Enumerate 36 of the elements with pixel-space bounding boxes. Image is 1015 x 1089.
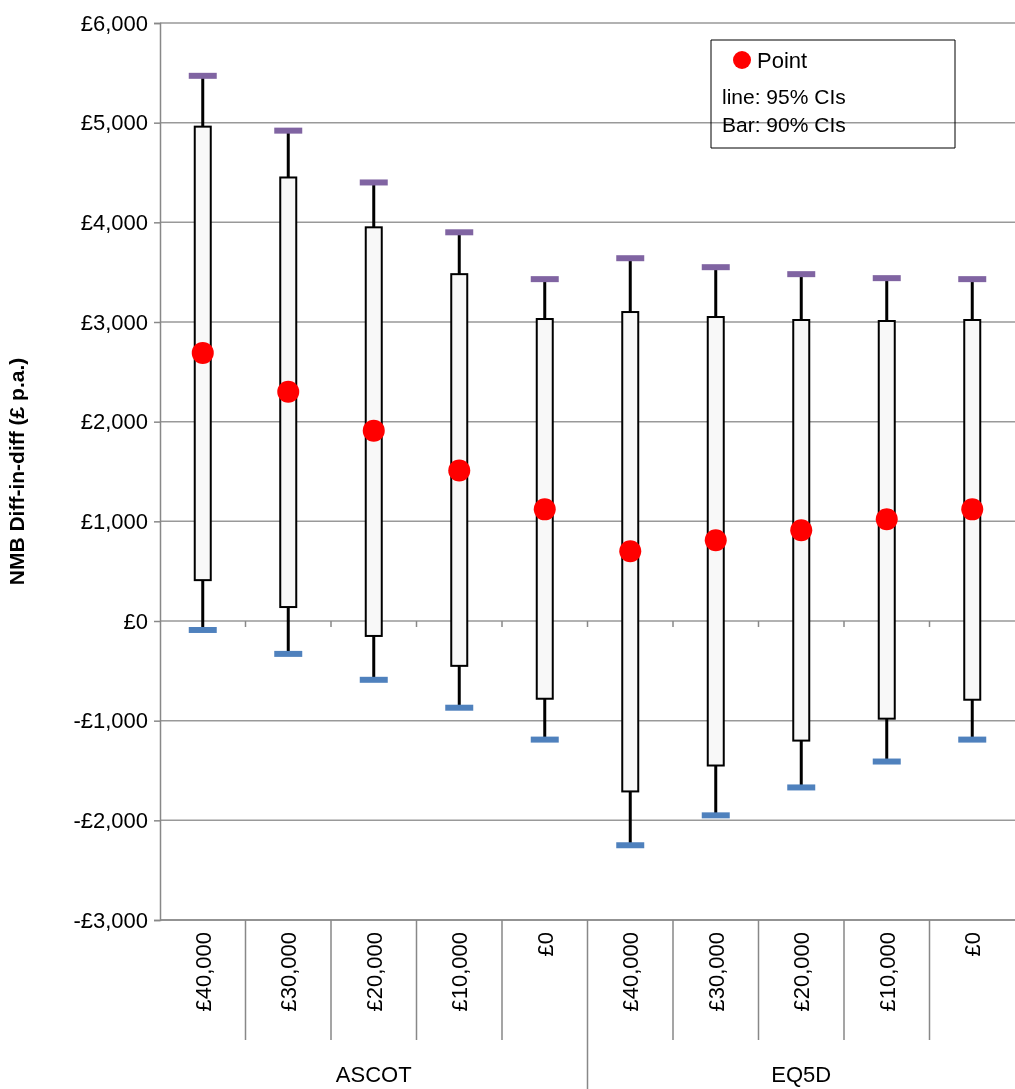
- y-tick-label: -£2,000: [73, 807, 148, 833]
- point: [875, 508, 898, 531]
- annotation: Bar: 90% CIs: [722, 113, 846, 136]
- y-tick-label: £4,000: [80, 209, 148, 235]
- x-tick-label: £0: [532, 932, 558, 957]
- text: EQ5D: [771, 1062, 832, 1087]
- y-tick-label: £1,000: [80, 508, 148, 534]
- point: [191, 341, 214, 364]
- point: [277, 380, 300, 403]
- y-tick-label: -£3,000: [73, 907, 148, 933]
- y-tick-label: £2,000: [80, 409, 148, 435]
- point: [790, 519, 813, 542]
- y-tick-label: -£1,000: [73, 708, 148, 734]
- x-tick-label: £30,000: [276, 932, 302, 1012]
- x-tick-label: £20,000: [789, 932, 815, 1012]
- point: [961, 498, 984, 521]
- text: ASCOT: [335, 1062, 412, 1087]
- y-tick-label: £0: [123, 608, 148, 634]
- x-tick-label: £0: [960, 932, 986, 957]
- x-tick-label: £40,000: [190, 932, 216, 1012]
- x-tick-label: £20,000: [361, 932, 387, 1012]
- point: [704, 529, 727, 552]
- point: [448, 459, 471, 482]
- x-tick-label: £30,000: [703, 932, 729, 1012]
- y-tick-label: £3,000: [80, 309, 148, 335]
- x-tick-label: £40,000: [618, 932, 644, 1012]
- point: [619, 540, 642, 563]
- y-tick-label: £6,000: [80, 10, 148, 36]
- x-tick-label: £10,000: [874, 932, 900, 1012]
- annotation: line: 95% CIs: [722, 85, 846, 108]
- x-tick-label: £10,000: [447, 932, 473, 1012]
- y-tick-label: £5,000: [80, 110, 148, 136]
- point: [362, 419, 385, 442]
- legend-label: Point: [757, 48, 808, 73]
- point: [533, 498, 556, 521]
- y-axis-title: NMB Diff-in-diff (£ p.a.): [5, 357, 28, 586]
